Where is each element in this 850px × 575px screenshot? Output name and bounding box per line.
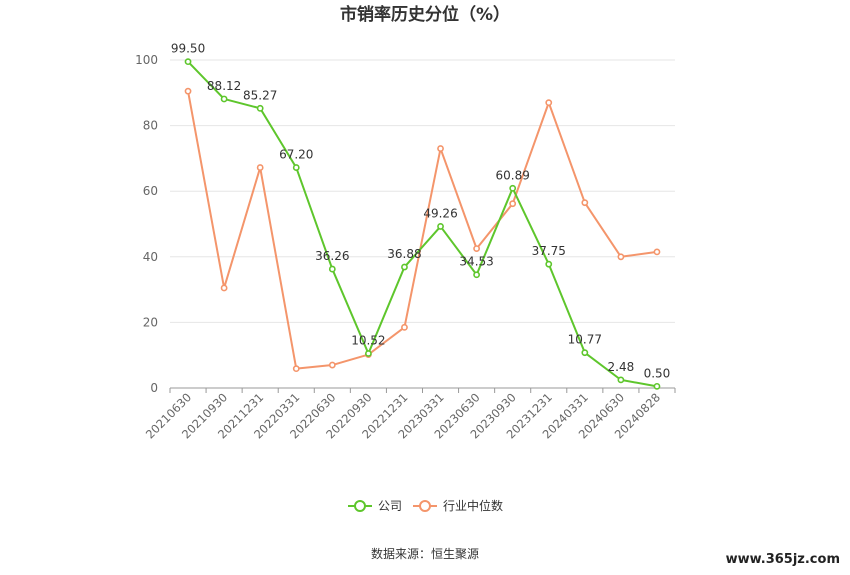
data-point	[364, 350, 372, 357]
data-point	[292, 365, 300, 373]
y-tick-label: 80	[143, 119, 158, 133]
data-point	[220, 284, 228, 292]
legend-swatch-marker	[354, 500, 366, 512]
data-point	[401, 323, 408, 331]
data-point	[184, 87, 192, 95]
grid	[170, 59, 675, 323]
data-point	[328, 361, 336, 369]
data-point	[220, 95, 228, 103]
data-label: 88.12	[207, 79, 241, 93]
data-point	[437, 223, 444, 230]
data-point	[581, 199, 589, 207]
data-point	[401, 263, 408, 271]
data-point	[617, 253, 625, 261]
data-label: 36.88	[387, 247, 421, 261]
data-point	[653, 248, 661, 256]
source-note: 数据来源：恒生聚源	[371, 546, 479, 561]
data-point	[473, 271, 481, 279]
legend-swatch-marker	[419, 500, 431, 512]
data-label: 34.53	[459, 255, 493, 269]
data-label: 49.26	[423, 206, 457, 220]
y-tick-label: 100	[135, 53, 158, 67]
series-line-1	[187, 90, 658, 370]
data-label: 60.89	[495, 168, 529, 182]
y-tick-label: 0	[150, 381, 158, 395]
y-tick-label: 20	[143, 315, 158, 329]
data-point	[509, 200, 517, 208]
data-point	[256, 104, 264, 112]
data-label: 99.50	[171, 42, 205, 56]
data-label: 0.50	[644, 366, 671, 380]
data-label: 10.77	[568, 333, 602, 347]
legend: 公司 行业中位数	[348, 498, 503, 513]
data-point	[545, 260, 553, 268]
series-line-0	[187, 60, 658, 388]
data-point	[292, 164, 300, 171]
data-label: 2.48	[608, 360, 635, 374]
data-point	[473, 245, 481, 252]
legend-label: 行业中位数	[443, 498, 503, 513]
data-point	[328, 265, 336, 273]
data-point	[581, 349, 589, 357]
y-tick-label: 40	[143, 250, 158, 264]
data-point	[509, 184, 517, 192]
watermark: www.365jz.com	[726, 552, 840, 567]
data-label: 36.26	[315, 249, 349, 263]
data-label: 85.27	[243, 88, 277, 102]
data-point	[184, 58, 192, 66]
data-point	[545, 99, 553, 107]
legend-label: 公司	[378, 499, 402, 513]
data-label: 10.52	[351, 333, 385, 347]
data-label: 67.20	[279, 148, 313, 162]
chart-title: 市销率历史分位（%）	[340, 4, 510, 25]
data-point	[617, 376, 625, 384]
data-point	[653, 382, 661, 390]
data-point	[437, 145, 444, 152]
y-tick-label: 60	[143, 184, 158, 198]
data-label: 37.75	[532, 244, 566, 258]
data-point	[256, 164, 264, 171]
series-layer	[184, 58, 661, 390]
